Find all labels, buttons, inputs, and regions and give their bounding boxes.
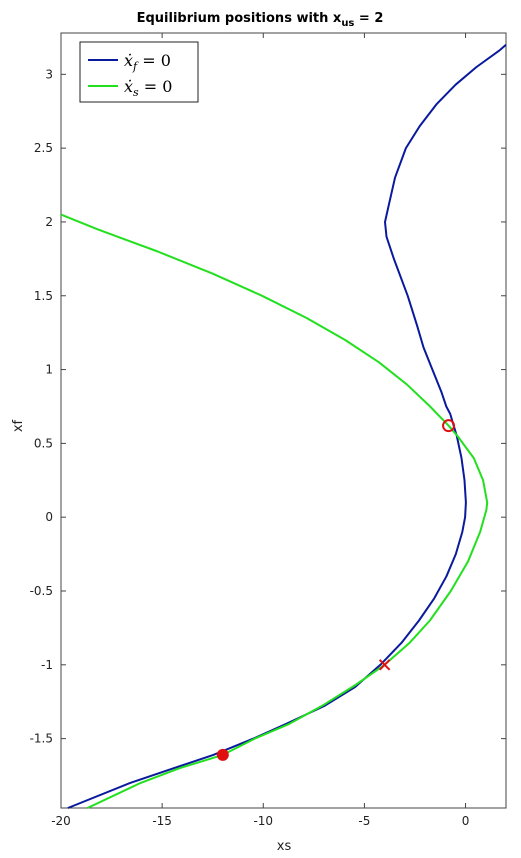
x-tick-label: -5 [358, 814, 370, 828]
unstable-equilibrium-marker [442, 419, 456, 433]
series-line-slow-nullcline [60, 213, 489, 809]
x-tick-label: -20 [51, 814, 71, 828]
x-axis-label: xs [277, 839, 292, 854]
saddle-equilibrium-marker [378, 659, 391, 671]
chart-title-suffix: = 2 [354, 11, 383, 26]
y-tick-label: -1.5 [30, 732, 53, 746]
y-tick-label: 3 [45, 67, 53, 81]
x-tick-label: 0 [462, 814, 470, 828]
x-tick-label: -15 [152, 814, 172, 828]
y-tick-label: -1 [41, 658, 53, 672]
y-tick-label: -0.5 [30, 584, 53, 598]
series-line-fast-nullcline [67, 44, 507, 809]
y-tick-label: 2.5 [34, 141, 53, 155]
legend: ẋf = 0 ẋs = 0 [79, 41, 199, 103]
stable-equilibrium-marker [216, 748, 229, 761]
legend-box [79, 41, 199, 103]
marker-layer [216, 419, 456, 761]
plot-frame [60, 32, 507, 809]
chart-title-subscript: us [341, 18, 354, 29]
series-layer [60, 44, 507, 809]
y-tick-label: 1.5 [34, 289, 53, 303]
chart-title-main: Equilibrium positions with x [137, 11, 342, 26]
y-axis: -1.5 -1 -0.5 0 0.5 1 1.5 2 2.5 3 [30, 67, 506, 746]
x-axis: -20 -15 -10 -5 0 [51, 33, 469, 828]
legend-label-slow: ẋs = 0 [124, 77, 172, 99]
y-axis-label: xf [11, 419, 26, 432]
y-tick-label: 0.5 [34, 436, 53, 450]
y-tick-label: 1 [45, 363, 53, 377]
chart-title: Equilibrium positions with xus = 2 [137, 11, 384, 29]
y-tick-label: 0 [45, 510, 53, 524]
x-tick-label: -10 [253, 814, 273, 828]
legend-label-fast: ẋf = 0 [124, 51, 171, 73]
y-tick-label: 2 [45, 215, 53, 229]
